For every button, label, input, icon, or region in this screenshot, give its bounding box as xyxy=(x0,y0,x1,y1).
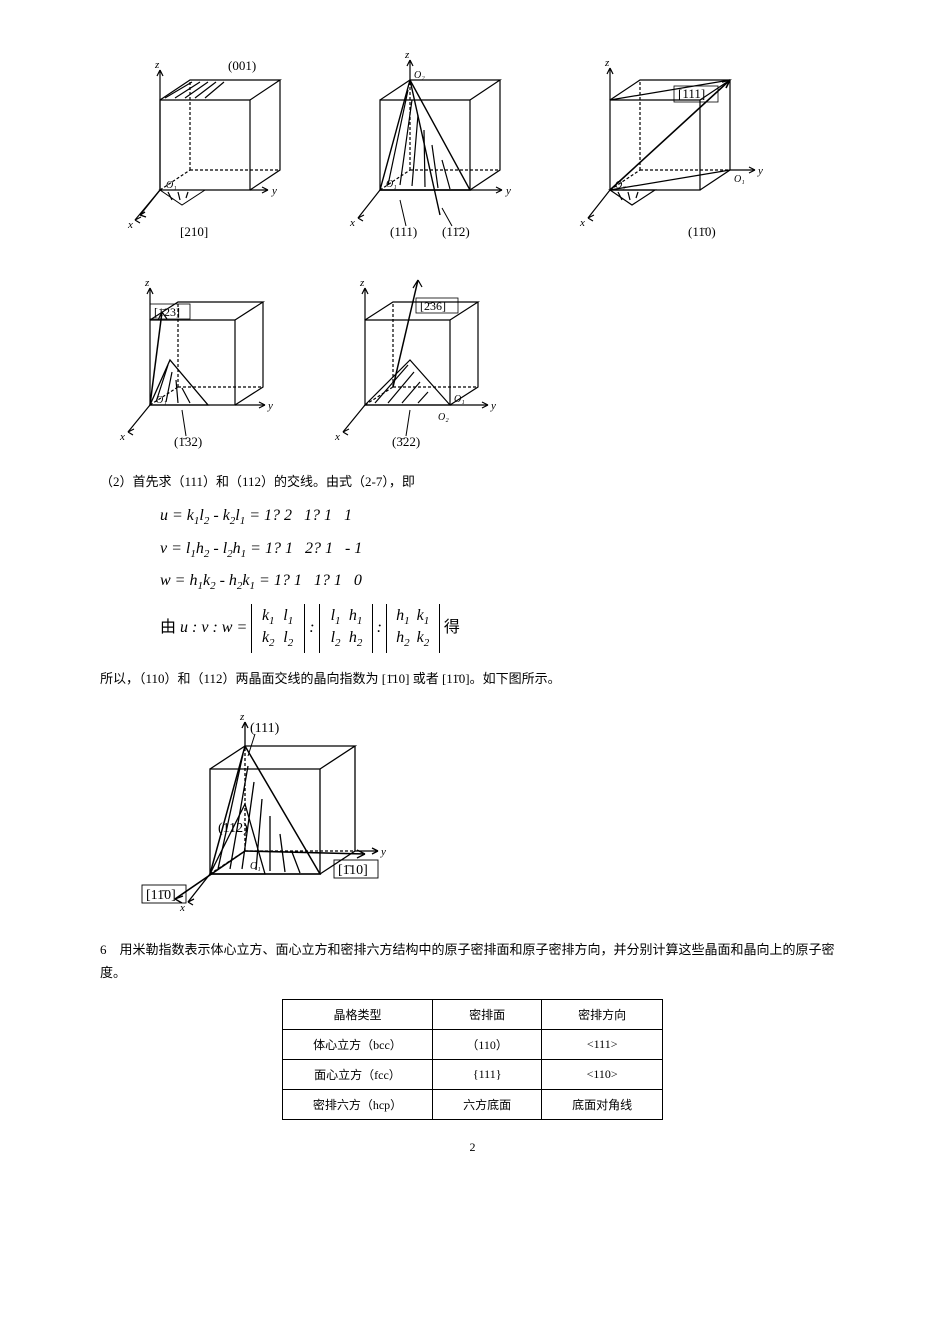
lattice-table: 晶格类型 密排面 密排方向 体心立方（bcc） （110） <111> 面心立方… xyxy=(282,999,663,1120)
origin-label-2: O₂ xyxy=(615,180,626,191)
cube-svg: z y x O₂ O₁ (111) (11̄2) xyxy=(330,40,530,240)
plane-label: (11̄0) xyxy=(688,224,716,239)
axis-y-label: y xyxy=(757,165,763,177)
axis-z-label: z xyxy=(144,277,150,289)
axis-y-label: y xyxy=(271,185,277,197)
direction-label: [210] xyxy=(180,224,208,239)
table-row: 面心立方（fcc） {111} <110> xyxy=(282,1059,662,1089)
determinant-2: l1h1 l2h2 xyxy=(319,604,373,653)
axis-x-label: x xyxy=(119,431,125,443)
equation-u: u = k1l2 - k2l1 = 1? 2 1? 1 1 xyxy=(160,507,845,527)
axis-y-label: y xyxy=(267,400,273,412)
plane-label-2: (11̄2) xyxy=(442,224,470,239)
cube-svg: z y x O₂ O₁ [111] (11̄0) xyxy=(560,40,770,240)
origin-label-1: O₁ xyxy=(734,174,745,185)
determinant-3: h1k1 h2k2 xyxy=(386,604,440,653)
origin-label: O₁ xyxy=(386,179,397,190)
axis-z-label: z xyxy=(404,49,410,61)
eq-w-content: w = h1k2 - h2k1 = 1? 1 1? 1 0 xyxy=(160,572,362,589)
origin-label: O₁ xyxy=(156,395,167,406)
table-col-2: 密排方向 xyxy=(542,999,663,1029)
table-cell: {111} xyxy=(433,1059,542,1089)
question-6-text: 6 用米勒指数表示体心立方、面心立方和密排六方结构中的原子密排面和原子密排方向，… xyxy=(100,938,845,985)
table-row: 密排六方（hcp） 六方底面 底面对角线 xyxy=(282,1089,662,1119)
table-col-1: 密排面 xyxy=(433,999,542,1029)
table-header-row: 晶格类型 密排面 密排方向 xyxy=(282,999,662,1029)
table-cell: <111> xyxy=(542,1029,663,1059)
table-cell: 密排六方（hcp） xyxy=(282,1089,432,1119)
cube-svg: z y x O₁ [1̄23] (1̄32) xyxy=(100,260,290,450)
table-cell: 面心立方（fcc） xyxy=(282,1059,432,1089)
plane-label-1: (111) xyxy=(390,224,417,239)
cube-diagram-001-210: z y x O₁ (001) [210] xyxy=(100,40,300,240)
axis-y-label: y xyxy=(505,185,511,197)
ratio-prefix: 由 xyxy=(160,619,176,636)
top-origin-label: O₂ xyxy=(414,70,425,81)
direction-label: [111] xyxy=(678,86,705,101)
plane-label: (3̄22) xyxy=(392,434,420,449)
axis-x-label: x xyxy=(179,902,185,914)
cube-svg: z y x O₁ (111) (112) [1̄10] [11̄0] xyxy=(140,704,400,924)
axis-z-label: z xyxy=(359,277,365,289)
axis-x-label: x xyxy=(349,217,355,229)
axis-z-label: z xyxy=(604,57,610,69)
page-number: 2 xyxy=(100,1140,845,1155)
conclusion-text: 所以，（110）和（112）两晶面交线的晶向指数为 [1̄10] 或者 [11̄… xyxy=(100,667,845,690)
cube-svg: z y x O₁ (001) [210] xyxy=(100,40,300,240)
ratio-suffix: 得 xyxy=(444,619,460,636)
label-110a: [1̄10] xyxy=(338,863,368,878)
table-cell: 底面对角线 xyxy=(542,1089,663,1119)
cube-svg: z y x [2̄36] O₂ O₁ (3̄22) xyxy=(320,260,510,450)
axis-x-label: x xyxy=(334,431,340,443)
origin-label-1: O₁ xyxy=(454,394,465,405)
label-112: (112) xyxy=(218,821,248,836)
cube-diagram-123-132: z y x O₁ [1̄23] (1̄32) xyxy=(100,260,290,450)
axis-y-label: y xyxy=(490,400,496,412)
eq-u-content: u = k1l2 - k2l1 = 1? 2 1? 1 1 xyxy=(160,507,352,524)
origin-label: O₁ xyxy=(166,180,177,191)
table-cell: （110） xyxy=(433,1029,542,1059)
table-cell: 体心立方（bcc） xyxy=(282,1029,432,1059)
eq-v-content: v = l1h2 - l2h1 = 1? 1 2? 1 - 1 xyxy=(160,540,362,557)
axis-x-label: x xyxy=(127,219,133,231)
cube-diagram-111dir-110: z y x O₂ O₁ [111] (11̄0) xyxy=(560,40,770,240)
origin-label: O₁ xyxy=(250,861,261,872)
table-cell: <110> xyxy=(542,1059,663,1089)
origin-label-2: O₂ xyxy=(438,412,449,423)
axis-y-label: y xyxy=(380,846,386,858)
equation-w: w = h1k2 - h2k1 = 1? 1 1? 1 0 xyxy=(160,572,845,592)
cube-diagram-236-322: z y x [2̄36] O₂ O₁ (3̄22) xyxy=(320,260,510,450)
diagram-row-2: z y x O₁ [1̄23] (1̄32) xyxy=(100,260,845,450)
axis-x-label: x xyxy=(579,217,585,229)
cube-diagram-111-112: z y x O₂ O₁ (111) (11̄2) xyxy=(330,40,530,240)
table-row: 体心立方（bcc） （110） <111> xyxy=(282,1029,662,1059)
direction-label: [1̄23] xyxy=(154,305,180,319)
equation-v: v = l1h2 - l2h1 = 1? 1 2? 1 - 1 xyxy=(160,540,845,560)
part2-intro-text: （2）首先求（111）和（112）的交线。由式（2-7），即 xyxy=(100,470,845,493)
direction-label: [2̄36] xyxy=(420,299,446,313)
cube-diagram-final: z y x O₁ (111) (112) [1̄10] [11̄0] xyxy=(140,704,845,924)
plane-label: (1̄32) xyxy=(174,434,202,449)
ratio-equation: 由 u : v : w = k1l1 k2l2 : l1h1 l2h2 : h1… xyxy=(160,604,845,653)
label-110b: [11̄0] xyxy=(146,888,176,903)
axis-z-label: z xyxy=(154,59,160,71)
diagram-row-1: z y x O₁ (001) [210] xyxy=(100,40,845,240)
plane-label: (001) xyxy=(228,58,256,73)
table-cell: 六方底面 xyxy=(433,1089,542,1119)
label-111: (111) xyxy=(250,721,280,736)
table-col-0: 晶格类型 xyxy=(282,999,432,1029)
determinant-1: k1l1 k2l2 xyxy=(251,604,305,653)
axis-z-label: z xyxy=(239,711,245,723)
